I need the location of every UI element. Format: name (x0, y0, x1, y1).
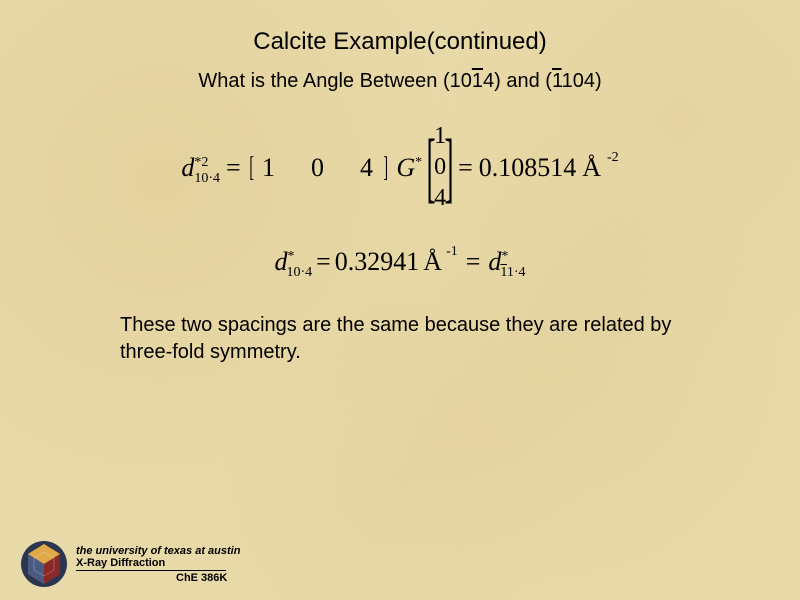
eq2-sub2: 11·4 (500, 265, 525, 280)
eq2-value: 0.32941 (335, 247, 420, 277)
subtitle-text-pre: What is the Angle Between (10 (198, 70, 472, 92)
slide: Calcite Example(continued) What is the A… (0, 0, 800, 600)
body-text: These two spacings are the same because … (120, 312, 680, 366)
eq2-sup: * (287, 249, 294, 264)
equation-1: d*210·4 = [ 1 0 4 ] G* [ 1 0 4 ] = 0.108… (181, 123, 618, 212)
eq1-d: d (181, 153, 194, 182)
eq2-sub2-rest: 1·4 (507, 265, 526, 280)
logo-icon (20, 540, 68, 588)
eq1-rbracket: ] (383, 152, 388, 184)
eq1-colvec: [ 1 0 4 ] (428, 123, 452, 212)
eq1-G: G (396, 153, 415, 182)
subtitle-text-post: 104) (562, 70, 602, 92)
subtitle-text-mid: 4) and ( (483, 70, 552, 92)
eq1-unit: Å (582, 153, 601, 183)
slide-subtitle: What is the Angle Between (1014) and (11… (40, 70, 760, 93)
footer-course-title: X-Ray Diffraction (76, 557, 226, 571)
eq1-equals: = (226, 153, 241, 183)
eq1-value: 0.108514 (479, 153, 577, 183)
eq1-col-rbracket: ] (445, 132, 454, 202)
eq2-unit: Å (423, 247, 442, 277)
eq2-sup2: * (501, 249, 508, 264)
eq2-equals2: = (466, 247, 481, 277)
footer: the university of texas at austin X-Ray … (20, 540, 240, 588)
footer-university: the university of texas at austin (76, 545, 240, 557)
equation-2-block: d*10·4 = 0.32941Å-1 = d*11·4 (40, 247, 760, 277)
eq2-sub: 10·4 (286, 265, 312, 280)
eq1-col-lbracket: [ (427, 132, 436, 202)
eq1-Gsup: * (415, 155, 422, 170)
equation-2: d*10·4 = 0.32941Å-1 = d*11·4 (274, 247, 525, 277)
eq2-equals: = (316, 247, 331, 277)
eq1-rowvec: 1 0 4 (262, 153, 375, 183)
subtitle-bar1: 1 (472, 70, 483, 92)
subtitle-bar2: 1 (552, 70, 562, 92)
footer-course-code: ChE 386K (176, 572, 240, 584)
eq1-lbracket: [ (249, 152, 254, 184)
footer-text: the university of texas at austin X-Ray … (76, 545, 240, 584)
slide-title: Calcite Example(continued) (40, 28, 760, 56)
eq1-equals2: = (458, 153, 473, 183)
eq1-sub: 10·4 (194, 171, 220, 186)
eq2-unit-sup: -1 (446, 244, 458, 260)
eq1-unit-sup: -2 (607, 150, 619, 166)
eq1-sup: *2 (194, 155, 208, 170)
equation-1-block: d*210·4 = [ 1 0 4 ] G* [ 1 0 4 ] = 0.108… (40, 123, 760, 212)
